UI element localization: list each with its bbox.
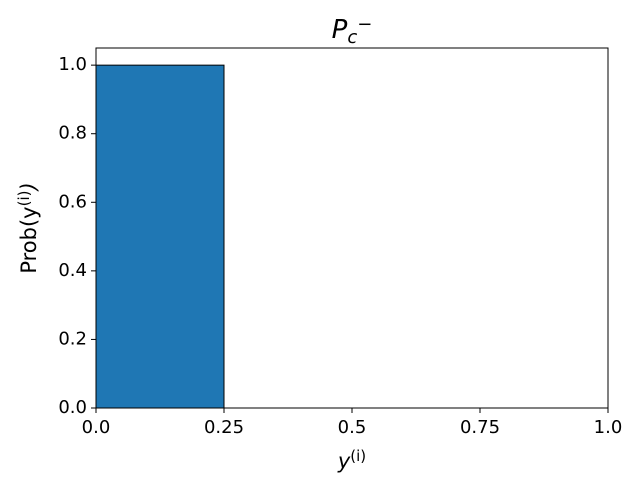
- chart-title-part: −: [357, 14, 372, 35]
- y-axis-label-part: ): [17, 182, 41, 192]
- x-tick-label: 0.25: [204, 417, 244, 438]
- y-tick-label: 0.4: [58, 260, 87, 281]
- y-tick-label: 0.2: [58, 328, 87, 349]
- x-axis-label-part: (i): [350, 447, 366, 465]
- x-axis-label: y(i): [337, 447, 366, 473]
- x-tick-label: 1.0: [594, 417, 623, 438]
- y-tick-label: 1.0: [58, 54, 87, 75]
- y-axis-label: Prob(y(i)): [15, 182, 41, 273]
- y-tick-label: 0.0: [58, 397, 87, 418]
- bar: [95, 64, 225, 409]
- x-tick-label: 0.75: [460, 417, 500, 438]
- y-axis-label-part: Prob(y: [17, 206, 41, 273]
- y-axis-label-part: (i): [15, 191, 33, 207]
- y-tick-label: 0.8: [58, 123, 87, 144]
- chart-title-part: P: [332, 15, 348, 45]
- chart-title: Pc−: [332, 14, 373, 48]
- x-tick-label: 0.0: [82, 417, 111, 438]
- y-tick-label: 0.6: [58, 191, 87, 212]
- chart-title-part: c: [347, 27, 357, 48]
- x-tick-label: 0.5: [338, 417, 367, 438]
- x-axis-label-part: y: [337, 449, 351, 473]
